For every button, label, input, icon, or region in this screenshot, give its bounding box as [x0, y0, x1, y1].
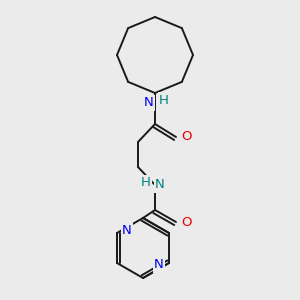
Text: N: N — [155, 178, 165, 191]
Text: H: H — [141, 176, 151, 190]
Text: N: N — [154, 259, 164, 272]
Text: O: O — [181, 130, 191, 143]
Text: N: N — [144, 97, 154, 110]
Text: H: H — [159, 94, 169, 106]
Text: O: O — [181, 215, 191, 229]
Text: N: N — [122, 224, 132, 238]
